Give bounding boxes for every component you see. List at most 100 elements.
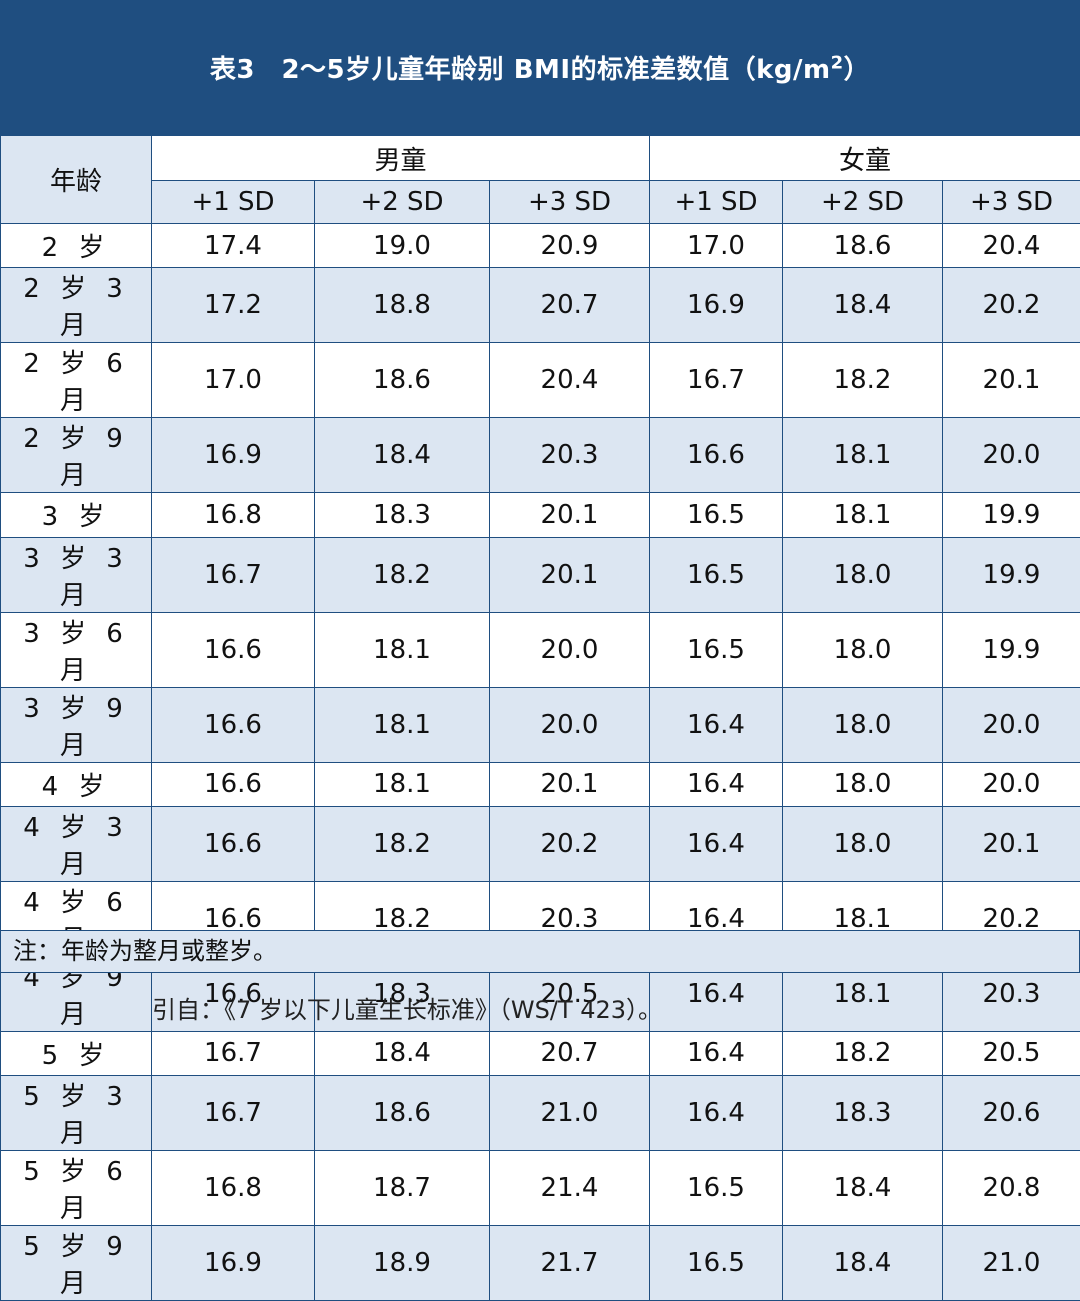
- value-cell: 18.4: [315, 1031, 490, 1075]
- value-cell: 18.4: [783, 1226, 943, 1301]
- value-cell: 16.9: [152, 418, 315, 493]
- bmi-table: 年龄 男童 女童 +1 SD+2 SD+3 SD+1 SD+2 SD+3 SD …: [0, 135, 1080, 1301]
- value-cell: 19.9: [943, 612, 1080, 687]
- value-cell: 20.5: [943, 1031, 1080, 1075]
- value-cell: 18.7: [315, 1151, 490, 1226]
- source-citation: 引自：《7 岁以下儿童生长标准》（WS/T 423）。: [152, 990, 662, 1025]
- value-cell: 18.0: [783, 612, 943, 687]
- boys-sd-header: +2 SD: [315, 181, 490, 224]
- value-cell: 20.6: [943, 1076, 1080, 1151]
- value-cell: 21.0: [943, 1226, 1080, 1301]
- value-cell: 16.7: [152, 1031, 315, 1075]
- age-cell: 4 岁 3 月: [1, 806, 152, 881]
- age-cell: 4 岁: [1, 762, 152, 806]
- value-cell: 16.4: [650, 762, 783, 806]
- value-cell: 18.0: [783, 687, 943, 762]
- value-cell: 16.5: [650, 493, 783, 537]
- value-cell: 21.4: [490, 1151, 650, 1226]
- girls-group-header: 女童: [650, 136, 1080, 181]
- value-cell: 16.4: [650, 806, 783, 881]
- value-cell: 20.1: [490, 762, 650, 806]
- value-cell: 16.8: [152, 493, 315, 537]
- value-cell: 20.9: [490, 224, 650, 268]
- value-cell: 16.4: [650, 1076, 783, 1151]
- age-cell: 2 岁 6 月: [1, 343, 152, 418]
- boys-sd-header: +3 SD: [490, 181, 650, 224]
- girls-sd-header: +3 SD: [943, 181, 1080, 224]
- value-cell: 19.0: [315, 224, 490, 268]
- age-cell: 3 岁 9 月: [1, 687, 152, 762]
- value-cell: 18.0: [783, 806, 943, 881]
- value-cell: 17.4: [152, 224, 315, 268]
- value-cell: 18.0: [783, 762, 943, 806]
- value-cell: 16.7: [650, 343, 783, 418]
- age-cell: 5 岁 3 月: [1, 1076, 152, 1151]
- value-cell: 18.0: [783, 537, 943, 612]
- age-cell: 3 岁 3 月: [1, 537, 152, 612]
- age-column-header: 年龄: [1, 136, 152, 224]
- value-cell: 18.6: [315, 1076, 490, 1151]
- value-cell: 20.4: [490, 343, 650, 418]
- value-cell: 19.9: [943, 537, 1080, 612]
- age-cell: 5 岁 6 月: [1, 1151, 152, 1226]
- value-cell: 20.1: [943, 806, 1080, 881]
- value-cell: 20.0: [943, 687, 1080, 762]
- value-cell: 17.0: [152, 343, 315, 418]
- age-cell: 3 岁 6 月: [1, 612, 152, 687]
- value-cell: 18.8: [315, 268, 490, 343]
- value-cell: 18.4: [783, 268, 943, 343]
- value-cell: 16.5: [650, 1151, 783, 1226]
- value-cell: 20.2: [490, 806, 650, 881]
- value-cell: 18.6: [783, 224, 943, 268]
- value-cell: 16.5: [650, 537, 783, 612]
- value-cell: 18.9: [315, 1226, 490, 1301]
- age-cell: 5 岁: [1, 1031, 152, 1075]
- age-cell: 2 岁 9 月: [1, 418, 152, 493]
- age-cell: 3 岁: [1, 493, 152, 537]
- boys-group-header: 男童: [152, 136, 650, 181]
- value-cell: 16.6: [152, 687, 315, 762]
- value-cell: 20.0: [490, 687, 650, 762]
- value-cell: 18.3: [315, 493, 490, 537]
- value-cell: 16.9: [152, 1226, 315, 1301]
- value-cell: 16.5: [650, 1226, 783, 1301]
- value-cell: 20.1: [490, 537, 650, 612]
- age-cell: 5 岁 9 月: [1, 1226, 152, 1301]
- value-cell: 20.8: [943, 1151, 1080, 1226]
- value-cell: 20.1: [490, 493, 650, 537]
- value-cell: 20.3: [490, 418, 650, 493]
- value-cell: 20.1: [943, 343, 1080, 418]
- value-cell: 18.1: [783, 418, 943, 493]
- value-cell: 16.4: [650, 687, 783, 762]
- value-cell: 16.5: [650, 612, 783, 687]
- value-cell: 18.1: [315, 762, 490, 806]
- value-cell: 18.1: [783, 493, 943, 537]
- value-cell: 20.4: [943, 224, 1080, 268]
- value-cell: 16.7: [152, 537, 315, 612]
- value-cell: 19.9: [943, 493, 1080, 537]
- value-cell: 20.0: [943, 762, 1080, 806]
- value-cell: 16.9: [650, 268, 783, 343]
- value-cell: 18.1: [315, 687, 490, 762]
- table-title: 表3 2～5岁儿童年龄别 BMI的标准差数值（kg/m2）: [210, 49, 870, 86]
- value-cell: 16.4: [650, 1031, 783, 1075]
- value-cell: 21.7: [490, 1226, 650, 1301]
- age-cell: 2 岁: [1, 224, 152, 268]
- value-cell: 20.7: [490, 1031, 650, 1075]
- value-cell: 18.2: [783, 1031, 943, 1075]
- value-cell: 18.4: [783, 1151, 943, 1226]
- table-note: 注：年龄为整月或整岁。: [0, 930, 1080, 973]
- value-cell: 20.0: [490, 612, 650, 687]
